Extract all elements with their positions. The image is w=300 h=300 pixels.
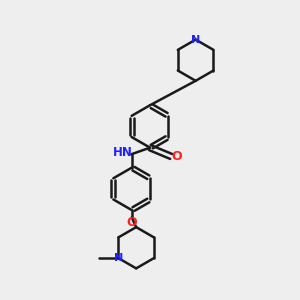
Text: HN: HN [113,146,133,159]
Text: N: N [114,253,123,263]
Text: O: O [126,216,137,229]
Text: N: N [191,34,200,45]
Text: O: O [171,150,182,163]
